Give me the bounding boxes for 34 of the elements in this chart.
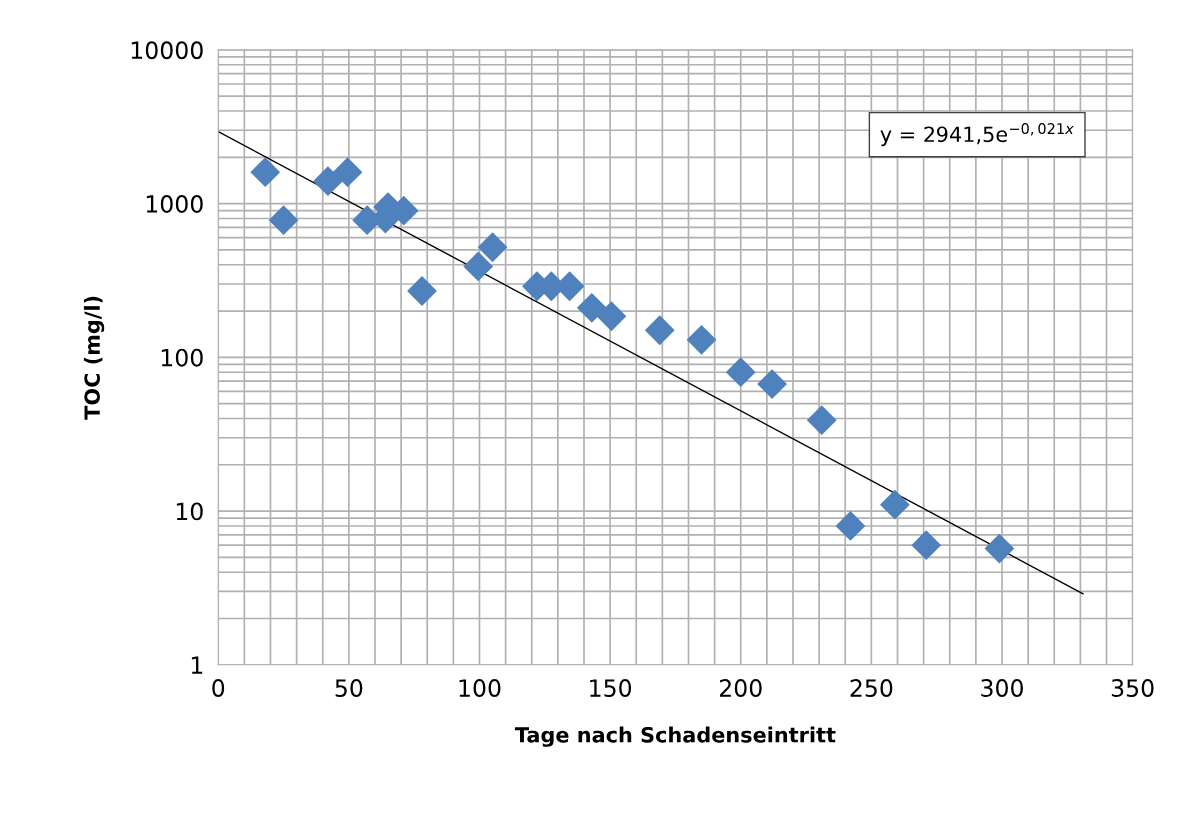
x-tick-label: 300 [981, 679, 1023, 697]
point [407, 276, 437, 306]
y-tick-label: 10000 [131, 41, 203, 60]
x-tick-label: 250 [850, 679, 893, 697]
x-tick-label: 200 [719, 679, 762, 697]
point [332, 157, 363, 188]
point [477, 232, 508, 263]
annotation: y = 2941,5e$^{−0,021x}$ [880, 123, 1074, 147]
point [313, 166, 343, 197]
point [596, 301, 627, 332]
x-tick-label: 50 [335, 679, 363, 697]
point [250, 157, 281, 188]
y-tick-label: 10 [176, 502, 203, 521]
x-axis-title: Tage nach Schadenseintritt [514, 726, 836, 747]
x-tick-label: 100 [459, 679, 501, 697]
y-tick-label: 100 [161, 348, 203, 367]
y-tick-label: 1 [191, 656, 203, 674]
point [806, 405, 837, 436]
x-tick-label: 0 [212, 679, 225, 697]
point [725, 357, 756, 388]
point [757, 369, 787, 399]
point [576, 292, 607, 323]
point [463, 251, 494, 282]
y-tick-label: 1000 [146, 195, 203, 213]
point [686, 324, 717, 355]
point [268, 205, 299, 236]
point [911, 530, 942, 561]
point [984, 533, 1015, 564]
point [644, 315, 675, 346]
point [835, 511, 866, 541]
x-tick-label: 350 [1111, 679, 1154, 697]
y-axis-title: TOC (mg/l) [83, 296, 105, 420]
x-tick-label: 150 [590, 679, 632, 697]
point [879, 489, 910, 520]
